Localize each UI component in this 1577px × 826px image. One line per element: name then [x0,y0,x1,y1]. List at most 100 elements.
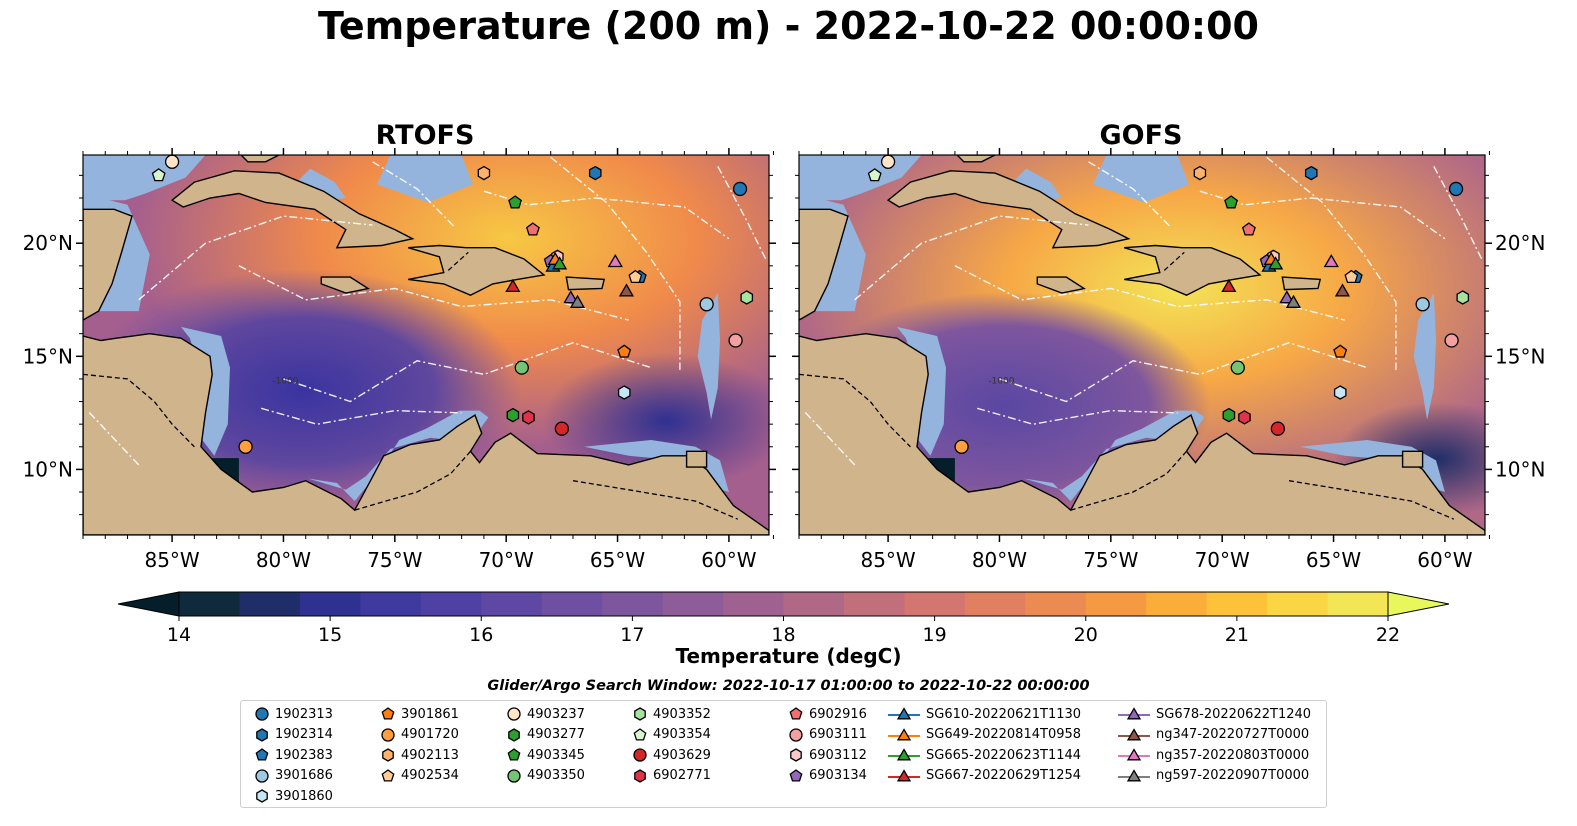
map-marker-3901686 [1415,297,1430,312]
legend-marker [634,768,646,783]
contour-label: -1000 [988,376,1014,386]
legend-marker [381,707,395,720]
map-marker-ng347-20220727T0000 [618,283,635,297]
legend-item: 6903111 [787,725,867,745]
legend-item-label: 3901686 [275,768,333,783]
legend-item: SG649-20220814T0958 [886,725,1081,745]
legend-item-label: SG678-20220622T1240 [1156,706,1312,722]
legend-marker-pentagon-icon [507,748,521,761]
map-marker-4902113 [477,165,491,181]
legend-marker-circle-icon [789,727,803,742]
legend-marker [381,768,395,782]
legend-marker-hexagon-icon [256,727,268,742]
map-marker-4903345 [1224,195,1239,209]
colorbar-bin [964,592,1026,616]
figure-title: Temperature (200 m) - 2022-10-22 00:00:0… [317,4,1259,48]
lon-tick-label: 75°W [367,548,422,572]
legend-item: 3901861 [379,704,459,724]
legend-item-label: ng597-20220907T0000 [1156,768,1310,783]
map-marker-4903350 [514,360,529,375]
map-marker-4902534 [1344,269,1359,284]
map-marker-6903111 [728,333,743,348]
map-panel-gofs: -1000 [799,155,1485,535]
map-marker-4903237 [880,155,896,169]
map-marker-SG665-20220623T1144 [1268,256,1284,270]
map-marker-4903350 [1230,360,1245,375]
legend-marker-triangle-icon [1118,748,1150,761]
legend-marker-pentagon-icon [633,727,647,741]
legend-item-label: ng357-20220803T0000 [1156,747,1310,763]
lon-tick-label: 85°W [860,548,915,572]
map-marker-1902314 [588,165,602,181]
legend-item-label: SG667-20220629T1254 [926,768,1082,783]
legend-item: 4901720 [379,725,459,745]
legend-item-label: 3901860 [275,788,333,804]
map-marker-SG667-20220629T1254 [505,278,521,293]
map-marker-SG678-20220622T1240 [563,290,579,304]
map-marker-3901686 [699,297,714,312]
map-marker-6903111 [1444,333,1459,348]
legend-marker-circle-icon [255,768,269,783]
legend-marker-triangle-icon [1118,727,1150,740]
map-marker-6902771 [1238,410,1251,425]
legend-marker-triangle-icon [888,748,920,761]
colorbar-bin [1327,592,1389,616]
legend-item-label: 6902916 [809,706,867,722]
colorbar-bin [1085,592,1147,616]
legend-item-label: 4903277 [527,727,585,742]
lon-tick-label: 80°W [972,548,1027,572]
colorbar-bin [602,592,664,616]
colorbar-tick-label: 17 [620,624,644,645]
map-panels: -1000 85°W 80°W 75°W 70°W 65°W 60°W 20°N 15°N 10°… [23,148,1545,572]
legend-item: ng597-20220907T0000 [1116,766,1309,786]
legend-item: 4903345 [505,745,585,765]
legend-item-label: 3901861 [401,706,459,722]
legend-item: SG667-20220629T1254 [886,766,1081,786]
legend-marker [790,748,802,762]
colorbar-under-arrow [117,591,180,617]
legend-item-label: 6902771 [653,768,711,783]
map-marker-3901860 [1333,385,1347,400]
legend-marker-hexagon-icon [634,707,646,721]
colorbar-bin [904,592,966,616]
legend-item: 1902313 [253,704,333,724]
legend-item: 6903112 [787,745,867,765]
map-marker-6902916 [1241,222,1256,236]
colorbar-bin [239,592,301,616]
lat-tick-label: 20°N [1495,231,1545,255]
lon-tick-label: 65°W [1306,548,1361,572]
map-marker-4901720 [238,439,253,454]
legend-marker-triangle-icon [888,727,920,740]
lon-tick-label: 70°W [1195,548,1250,572]
legend-marker [382,748,394,762]
lat-tick-label: 20°N [23,231,73,255]
contour-label: -1000 [272,376,298,386]
map-marker-4903354 [151,168,166,182]
legend-marker [1126,748,1142,761]
colorbar-bin [481,592,543,616]
legend-marker [789,768,803,782]
colorbar-tick-label: 16 [469,624,493,645]
legend-marker-hexagon-icon [790,748,802,762]
legend-marker [255,768,269,783]
legend-marker [896,768,912,781]
map-marker-4903237 [164,155,180,169]
legend-marker [789,727,803,742]
legend-item: 4903237 [505,704,585,724]
legend-item: 1902314 [253,725,333,745]
colorbar: 14 15 16 17 18 19 20 21 22 [117,591,1450,645]
legend-item: 4903277 [505,725,585,745]
legend-marker [256,789,268,803]
legend-marker [255,748,269,761]
map-marker-4903629 [554,421,570,436]
lon-tick-label: 80°W [256,548,311,572]
colorbar-bin [420,592,482,616]
colorbar-bin [662,592,724,616]
colorbar-tick-label: 19 [923,624,947,645]
map-panel-rtofs: -1000 [83,155,769,535]
map-marker-ng357-20220803T0000 [1323,254,1339,268]
map-marker-4903352 [1456,290,1470,305]
lon-tick-label: 70°W [479,548,534,572]
map-marker-3901861 [1333,344,1348,358]
map-marker-4903277 [1222,407,1236,423]
